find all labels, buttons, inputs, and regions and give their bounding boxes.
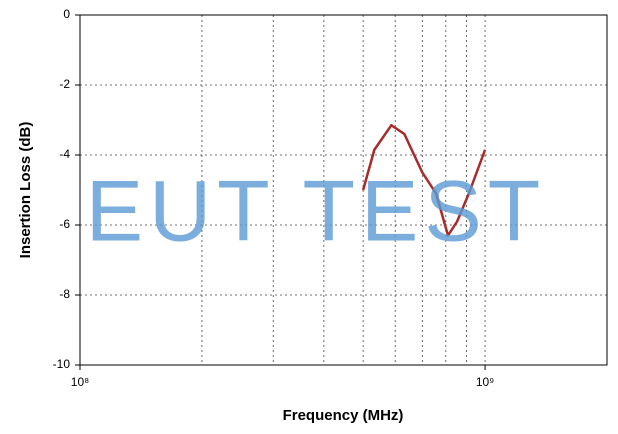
y-tick-label: -10 xyxy=(53,357,71,371)
watermark: EUT TEST xyxy=(86,164,547,260)
y-tick-label: -2 xyxy=(59,77,70,91)
y-tick-label: 0 xyxy=(63,7,70,21)
y-tick-label: -6 xyxy=(59,217,70,231)
data-line xyxy=(361,124,487,237)
y-axis-title: Insertion Loss (dB) xyxy=(17,122,34,259)
y-tick-label: -4 xyxy=(59,147,70,161)
plot-frame xyxy=(79,14,608,366)
x-tick-label: 10⁸ xyxy=(71,375,89,389)
x-axis-title: Frequency (MHz) xyxy=(283,407,404,424)
x-tick-label: 10⁹ xyxy=(476,375,495,389)
y-tick-label: -8 xyxy=(59,287,70,301)
